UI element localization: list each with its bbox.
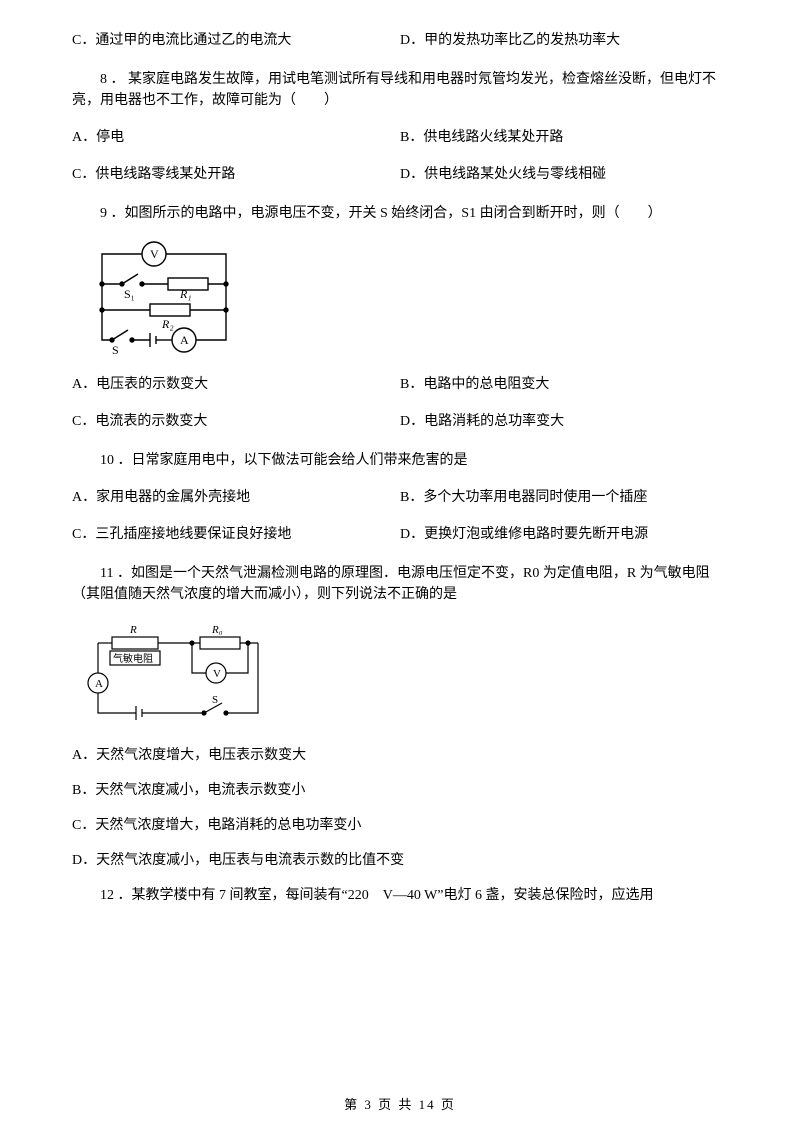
q11-opt-a: A．天然气浓度增大，电压表示数变大 [72, 745, 728, 766]
q9-opt-c: C．电流表的示数变大 [72, 411, 400, 432]
q10-stem: 10 ．日常家庭用电中，以下做法可能会给人们带来危害的是 [72, 450, 728, 471]
svg-text:S: S [112, 343, 119, 357]
svg-text:R₁: R₁ [179, 287, 192, 301]
q11-opt-b: B．天然气浓度减小，电流表示数变小 [72, 780, 728, 801]
q9-opt-d: D．电路消耗的总功率变大 [400, 411, 728, 432]
svg-text:气敏电阻: 气敏电阻 [113, 652, 153, 665]
q10-options-cd: C．三孔插座接地线要保证良好接地 D．更换灯泡或维修电路时要先断开电源 [72, 524, 728, 545]
q8-options-ab: A．停电 B．供电线路火线某处开路 [72, 127, 728, 148]
q7-opt-c: C．通过甲的电流比通过乙的电流大 [72, 30, 400, 51]
svg-text:R₀: R₀ [211, 624, 223, 636]
q8-opt-d: D．供电线路某处火线与零线相碰 [400, 164, 728, 185]
page-content: C．通过甲的电流比通过乙的电流大 D．甲的发热功率比乙的发热功率大 8 ． 某家… [0, 0, 800, 906]
q9-diagram: V A S₁ S R₁ R₂ [72, 240, 728, 360]
q10-options-ab: A．家用电器的金属外壳接地 B．多个大功率用电器同时使用一个插座 [72, 487, 728, 508]
q10-opt-b: B．多个大功率用电器同时使用一个插座 [400, 487, 728, 508]
q11-opt-d: D．天然气浓度减小，电压表与电流表示数的比值不变 [72, 850, 728, 871]
svg-text:S: S [212, 694, 218, 706]
q9-stem: 9 ．如图所示的电路中，电源电压不变，开关 S 始终闭合，S1 由闭合到断开时，… [72, 203, 728, 224]
q10-opt-c: C．三孔插座接地线要保证良好接地 [72, 524, 400, 545]
q8-opt-b: B．供电线路火线某处开路 [400, 127, 728, 148]
q7-options-cd: C．通过甲的电流比通过乙的电流大 D．甲的发热功率比乙的发热功率大 [72, 30, 728, 51]
q11-opt-c: C．天然气浓度增大，电路消耗的总电功率变小 [72, 815, 728, 836]
q10-opt-a: A．家用电器的金属外壳接地 [72, 487, 400, 508]
q11-stem: 11 ．如图是一个天然气泄漏检测电路的原理图．电源电压恒定不变，R0 为定值电阻… [72, 563, 728, 605]
q12-stem: 12 ．某教学楼中有 7 间教室，每间装有“220 V—40 W”电灯 6 盏，… [72, 885, 728, 906]
q8-opt-c: C．供电线路零线某处开路 [72, 164, 400, 185]
svg-text:A: A [180, 333, 189, 347]
svg-text:S₁: S₁ [124, 287, 135, 301]
q8-opt-a: A．停电 [72, 127, 400, 148]
q7-opt-d: D．甲的发热功率比乙的发热功率大 [400, 30, 728, 51]
q8-stem: 8 ． 某家庭电路发生故障，用试电笔测试所有导线和用电器时氖管均发光，检查熔丝没… [72, 69, 728, 111]
q10-opt-d: D．更换灯泡或维修电路时要先断开电源 [400, 524, 728, 545]
q9-opt-a: A．电压表的示数变大 [72, 374, 400, 395]
svg-text:V: V [150, 247, 159, 261]
q8-options-cd: C．供电线路零线某处开路 D．供电线路某处火线与零线相碰 [72, 164, 728, 185]
page-footer: 第 3 页 共 14 页 [0, 1094, 800, 1113]
q9-options-cd: C．电流表的示数变大 D．电路消耗的总功率变大 [72, 411, 728, 432]
q11-circuit-svg: R R₀ 气敏电阻 V A S [72, 621, 282, 731]
svg-text:V: V [213, 668, 221, 680]
svg-text:R₂: R₂ [161, 317, 174, 331]
q9-opt-b: B．电路中的总电阻变大 [400, 374, 728, 395]
svg-text:R: R [129, 624, 137, 636]
q9-options-ab: A．电压表的示数变大 B．电路中的总电阻变大 [72, 374, 728, 395]
svg-text:A: A [95, 678, 103, 690]
q9-circuit-svg: V A S₁ S R₁ R₂ [72, 240, 252, 360]
q11-diagram: R R₀ 气敏电阻 V A S [72, 621, 728, 731]
